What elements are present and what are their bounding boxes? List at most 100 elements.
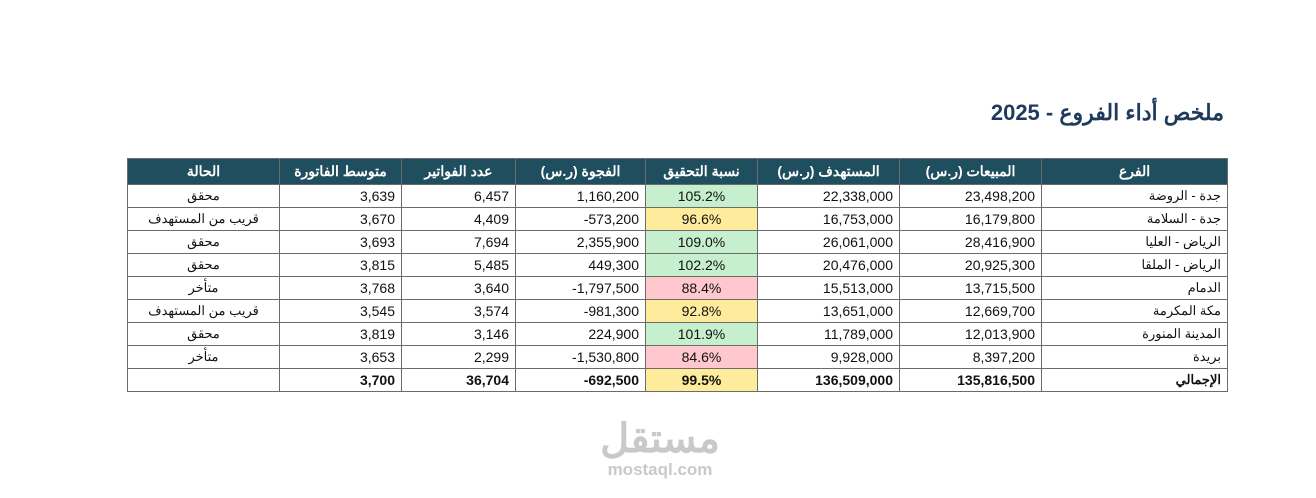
table-cell: 36,704	[401, 368, 516, 392]
table-cell: 3,693	[279, 230, 402, 254]
table-row: جدة - السلامة 16,179,800 16,753,000 96.6% -5…	[127, 207, 1228, 231]
cell-text: 11,789,000	[823, 326, 893, 342]
table-cell: مكة المكرمة	[1041, 299, 1228, 323]
table-cell: 20,476,000	[757, 253, 900, 277]
cell-text: 3,693	[359, 234, 395, 250]
table-cell: 3,639	[279, 184, 402, 208]
table-cell: محقق	[127, 230, 280, 254]
watermark: مستقل mostaql.com	[560, 418, 760, 480]
table-cell: 26,061,000	[757, 230, 900, 254]
cell-text: 16,179,800	[964, 211, 1035, 227]
table-cell: 3,640	[401, 276, 516, 300]
table-cell: 3,700	[279, 368, 402, 392]
cell-text: -1,530,800	[572, 349, 639, 365]
table-cell: محقق	[127, 322, 280, 346]
cell-text: 28,416,900	[964, 234, 1035, 250]
table-cell: 2,299	[401, 345, 516, 369]
table-cell: 88.4%	[645, 276, 758, 300]
table-cell: قريب من المستهدف	[127, 207, 280, 231]
cell-text: 3,653	[359, 349, 395, 365]
cell-text: -573,200	[583, 211, 639, 227]
table-cell: 92.8%	[645, 299, 758, 323]
table-cell: 3,768	[279, 276, 402, 300]
table-cell: 105.2%	[645, 184, 758, 208]
cell-text: 2,299	[473, 349, 509, 365]
table-cell: متأخر	[127, 276, 280, 300]
table-cell: -1,797,500	[515, 276, 646, 300]
table-cell: 3,815	[279, 253, 402, 277]
table-row: بريدة 8,397,200 9,928,000 84.6% -1,530,800 2,…	[127, 345, 1228, 369]
table-cell: -981,300	[515, 299, 646, 323]
cell-text: 3,815	[359, 257, 395, 273]
table-cell: 9,928,000	[757, 345, 900, 369]
cell-text: 13,715,500	[964, 280, 1035, 296]
table-cell: 3,545	[279, 299, 402, 323]
cell-text: 449,300	[588, 257, 639, 273]
cell-text: 13,651,000	[822, 303, 893, 319]
column-header: عدد الفواتير	[401, 158, 516, 185]
table-cell: 1,160,200	[515, 184, 646, 208]
table-cell: الرياض - العليا	[1041, 230, 1228, 254]
watermark-latin: mostaql.com	[607, 460, 713, 479]
column-header: الفرع	[1041, 158, 1228, 185]
cell-text: -1,797,500	[572, 280, 639, 296]
cell-text: 36,704	[466, 372, 509, 388]
cell-text: 9,928,000	[830, 349, 893, 365]
cell-text: 12,669,700	[964, 303, 1035, 319]
watermark-arabic: مستقل	[600, 417, 720, 461]
table-cell: 101.9%	[645, 322, 758, 346]
cell-text: 2,355,900	[576, 234, 639, 250]
table-body: جدة - الروضة 23,498,200 22,338,000 105.2% 1,…	[127, 184, 1228, 392]
cell-text: 135,816,500	[957, 372, 1035, 388]
table-cell: 20,925,300	[899, 253, 1042, 277]
table-cell: محقق	[127, 253, 280, 277]
table-cell: متأخر	[127, 345, 280, 369]
table-cell: -573,200	[515, 207, 646, 231]
cell-text: 3,768	[359, 280, 395, 296]
column-header: الفجوة (ر.س)	[515, 158, 646, 185]
table-cell: بريدة	[1041, 345, 1228, 369]
cell-text: 7,694	[473, 234, 509, 250]
table-cell	[127, 368, 280, 392]
cell-text: 26,061,000	[822, 234, 893, 250]
table-cell: 102.2%	[645, 253, 758, 277]
table-cell: 84.6%	[645, 345, 758, 369]
table-cell: جدة - الروضة	[1041, 184, 1228, 208]
table-cell: 449,300	[515, 253, 646, 277]
cell-text: 3,640	[473, 280, 509, 296]
cell-text: 136,509,000	[815, 372, 893, 388]
cell-text: 6,457	[473, 188, 509, 204]
table-cell: 224,900	[515, 322, 646, 346]
table-cell: 2,355,900	[515, 230, 646, 254]
table-cell: 136,509,000	[757, 368, 900, 392]
cell-text: 3,545	[359, 303, 395, 319]
table-cell: الدمام	[1041, 276, 1228, 300]
table-cell: الرياض - الملقا	[1041, 253, 1228, 277]
table-cell: -1,530,800	[515, 345, 646, 369]
table-cell: قريب من المستهدف	[127, 299, 280, 323]
table-row: مكة المكرمة 12,669,700 13,651,000 92.8% -981…	[127, 299, 1228, 323]
cell-text: 4,409	[473, 211, 509, 227]
table-cell: 3,574	[401, 299, 516, 323]
cell-text: -981,300	[583, 303, 639, 319]
column-header: المبيعات (ر.س)	[899, 158, 1042, 185]
table-row: المدينة المنورة 12,013,900 11,789,000 101.9…	[127, 322, 1228, 346]
table-cell: 96.6%	[645, 207, 758, 231]
table-cell: 12,669,700	[899, 299, 1042, 323]
table-row: الرياض - العليا 28,416,900 26,061,000 109.0…	[127, 230, 1228, 254]
table-cell: 12,013,900	[899, 322, 1042, 346]
cell-text: 8,397,200	[972, 349, 1035, 365]
table-cell: المدينة المنورة	[1041, 322, 1228, 346]
table-cell: 11,789,000	[757, 322, 900, 346]
summary-table: الفرع المبيعات (ر.س) المستهدف (ر.س) نسبة ال…	[127, 158, 1228, 392]
cell-text: 3,574	[473, 303, 509, 319]
cell-text: 5,485	[473, 257, 509, 273]
table-cell: 6,457	[401, 184, 516, 208]
table-cell: محقق	[127, 184, 280, 208]
table-row: الرياض - الملقا 20,925,300 20,476,000 102.2…	[127, 253, 1228, 277]
cell-text: 3,700	[359, 372, 395, 388]
table-row: الدمام 13,715,500 15,513,000 88.4% -1,797,50…	[127, 276, 1228, 300]
table-cell: 99.5%	[645, 368, 758, 392]
sheet-title: ملخص أداء الفروع - 2025	[990, 100, 1224, 125]
